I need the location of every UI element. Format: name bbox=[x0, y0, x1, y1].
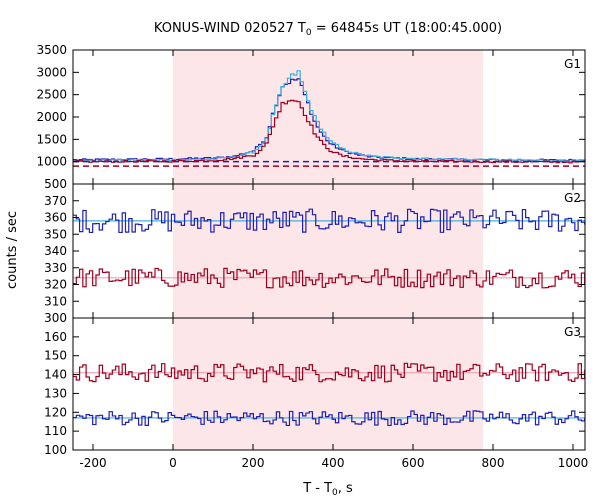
y-tick-label: 120 bbox=[44, 405, 67, 419]
series-blue bbox=[73, 208, 586, 234]
x-tick-label: 800 bbox=[482, 456, 505, 470]
series-red bbox=[73, 362, 586, 383]
y-tick-label: 300 bbox=[44, 311, 67, 325]
panel-label: G2 bbox=[564, 191, 581, 205]
y-tick-label: 310 bbox=[44, 294, 67, 308]
y-tick-label: 330 bbox=[44, 261, 67, 275]
x-tick-label: 600 bbox=[402, 456, 425, 470]
x-axis-label: T - T0, s bbox=[302, 481, 353, 498]
series-red bbox=[73, 99, 586, 164]
y-tick-label: 1500 bbox=[36, 132, 67, 146]
y-tick-label: 2000 bbox=[36, 110, 67, 124]
y-tick-label: 350 bbox=[44, 227, 67, 241]
y-tick-label: 100 bbox=[44, 443, 67, 457]
y-tick-label: 370 bbox=[44, 194, 67, 208]
chart-title: KONUS-WIND 020527 T0 = 64845s UT (18:00:… bbox=[154, 21, 502, 38]
x-tick-label: -200 bbox=[79, 456, 106, 470]
shaded-interval bbox=[173, 184, 483, 318]
y-tick-label: 340 bbox=[44, 244, 67, 258]
x-tick-label: 400 bbox=[322, 456, 345, 470]
y-tick-label: 140 bbox=[44, 368, 67, 382]
x-tick-label: 1000 bbox=[558, 456, 589, 470]
y-tick-label: 500 bbox=[44, 177, 67, 191]
y-tick-label: 3500 bbox=[36, 43, 67, 57]
y-tick-label: 320 bbox=[44, 278, 67, 292]
x-tick-label: 0 bbox=[169, 456, 177, 470]
y-tick-label: 160 bbox=[44, 330, 67, 344]
y-tick-label: 1000 bbox=[36, 155, 67, 169]
shaded-interval bbox=[173, 318, 483, 450]
y-tick-label: 360 bbox=[44, 211, 67, 225]
shaded-interval bbox=[173, 50, 483, 184]
y-tick-label: 130 bbox=[44, 386, 67, 400]
panel-label: G1 bbox=[564, 57, 581, 71]
panel-label: G3 bbox=[564, 325, 581, 339]
y-tick-label: 2500 bbox=[36, 88, 67, 102]
y-axis-label: counts / sec bbox=[5, 211, 20, 289]
series-cyan bbox=[73, 70, 586, 163]
y-tick-label: 3000 bbox=[36, 65, 67, 79]
panel-frame bbox=[72, 317, 586, 451]
series-red bbox=[73, 267, 586, 289]
series-blue bbox=[73, 410, 586, 427]
panels: 500100015002000250030003500G130031032033… bbox=[36, 43, 588, 470]
x-tick-label: 200 bbox=[242, 456, 265, 470]
y-tick-label: 110 bbox=[44, 424, 67, 438]
y-tick-label: 150 bbox=[44, 349, 67, 363]
